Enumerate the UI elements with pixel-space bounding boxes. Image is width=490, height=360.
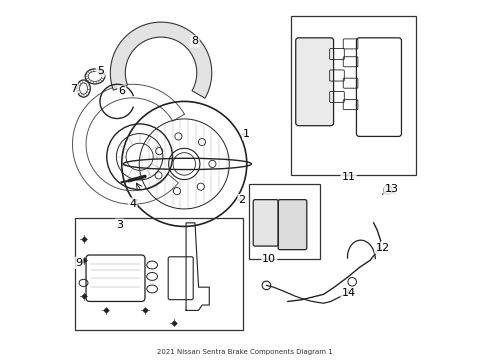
Text: 5: 5 <box>97 66 104 76</box>
Text: 6: 6 <box>118 86 125 96</box>
Text: 11: 11 <box>342 172 356 182</box>
Text: 7: 7 <box>70 84 77 94</box>
Text: 13: 13 <box>385 184 398 194</box>
Text: 14: 14 <box>342 288 356 298</box>
FancyBboxPatch shape <box>278 200 307 249</box>
Text: 8: 8 <box>192 36 198 46</box>
Text: 3: 3 <box>116 220 123 230</box>
Text: 1: 1 <box>244 129 250 139</box>
Text: 4: 4 <box>129 199 136 208</box>
FancyBboxPatch shape <box>296 38 334 126</box>
Text: 2: 2 <box>239 195 245 205</box>
Bar <box>248 184 320 258</box>
Text: 2021 Nissan Sentra Brake Components Diagram 1: 2021 Nissan Sentra Brake Components Diag… <box>157 349 333 355</box>
Bar <box>292 16 416 175</box>
Bar <box>75 217 243 330</box>
Text: 9: 9 <box>75 258 82 268</box>
FancyBboxPatch shape <box>253 200 278 246</box>
Text: 12: 12 <box>375 243 390 253</box>
Text: 10: 10 <box>262 254 276 264</box>
Polygon shape <box>110 22 212 98</box>
